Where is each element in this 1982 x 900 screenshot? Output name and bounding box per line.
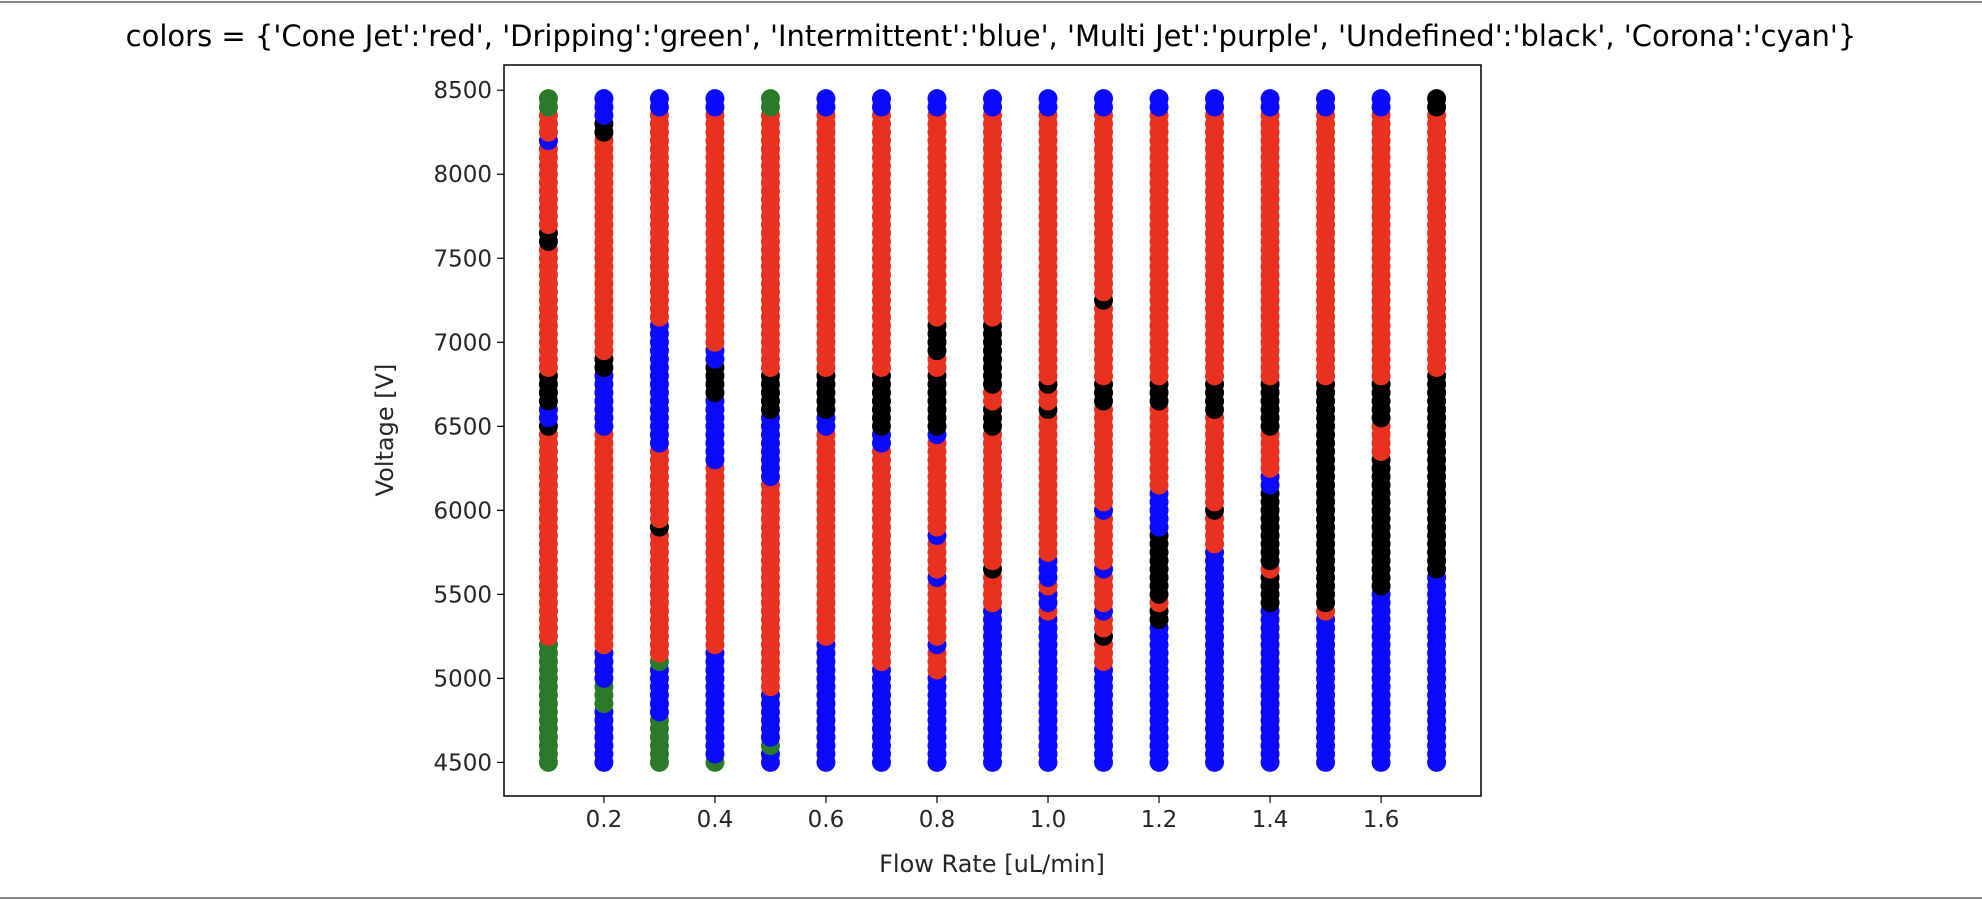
x-tick-label: 1.4 [1252, 807, 1289, 833]
y-tick-label: 6500 [433, 414, 492, 440]
x-axis-ticks: 0.2 0.4 0.6 0.8 1.0 1.2 1.4 1.6 [586, 796, 1400, 833]
flow-rate-column [594, 89, 614, 772]
y-axis-ticks: 4500 5000 5500 6000 6500 7000 7500 8000 8500 [433, 78, 504, 776]
flow-rate-column [1371, 89, 1391, 772]
flow-rate-column [538, 89, 558, 772]
data-point [816, 89, 836, 109]
y-tick-label: 8500 [433, 78, 492, 104]
x-tick-label: 0.2 [586, 807, 623, 833]
x-tick-label: 1.2 [1141, 807, 1178, 833]
data-point [1316, 89, 1336, 109]
flow-rate-column [1427, 89, 1447, 772]
data-point [1427, 89, 1447, 109]
flow-rate-column [1316, 89, 1336, 772]
data-point [871, 89, 891, 109]
flow-rate-column [1149, 89, 1169, 772]
data-point [594, 89, 614, 109]
data-point [927, 89, 947, 109]
data-point [705, 89, 725, 109]
y-axis-label: Voltage [V] [371, 364, 399, 497]
flow-rate-column [1205, 89, 1225, 772]
flow-rate-column [760, 89, 780, 772]
data-point [1205, 89, 1225, 109]
y-tick-label: 5000 [433, 666, 492, 692]
flow-rate-column [1260, 89, 1280, 772]
flow-rate-column [927, 89, 947, 772]
y-tick-label: 4500 [433, 750, 492, 776]
x-tick-label: 0.6 [808, 807, 845, 833]
flow-rate-column [1094, 89, 1114, 772]
x-tick-label: 1.6 [1363, 807, 1400, 833]
x-axis-label: Flow Rate [uL/min] [879, 850, 1105, 878]
flow-rate-column [983, 89, 1002, 772]
flow-rate-column [649, 89, 669, 772]
x-tick-label: 0.8 [919, 807, 956, 833]
data-point [649, 89, 669, 109]
data-point [538, 89, 558, 109]
data-point [1149, 89, 1169, 109]
chart-title: colors = {'Cone Jet':'red', 'Dripping':'… [126, 19, 1857, 53]
flow-rate-column [705, 89, 725, 772]
data-points [538, 89, 1447, 772]
data-point [1094, 89, 1114, 109]
y-tick-label: 6000 [433, 498, 492, 524]
x-tick-label: 1.0 [1030, 807, 1067, 833]
flow-rate-column [871, 89, 891, 772]
x-tick-label: 0.4 [697, 807, 734, 833]
data-point [1371, 89, 1391, 109]
data-point [1260, 89, 1280, 109]
y-tick-label: 7500 [433, 246, 492, 272]
y-tick-label: 7000 [433, 330, 492, 356]
data-point [983, 89, 1002, 109]
plot-frame [503, 64, 1482, 797]
flow-rate-column [1038, 89, 1058, 772]
flow-rate-column [816, 89, 836, 772]
data-point [1038, 89, 1058, 109]
data-point [760, 89, 780, 109]
y-tick-label: 5500 [433, 582, 492, 608]
y-tick-label: 8000 [433, 162, 492, 188]
